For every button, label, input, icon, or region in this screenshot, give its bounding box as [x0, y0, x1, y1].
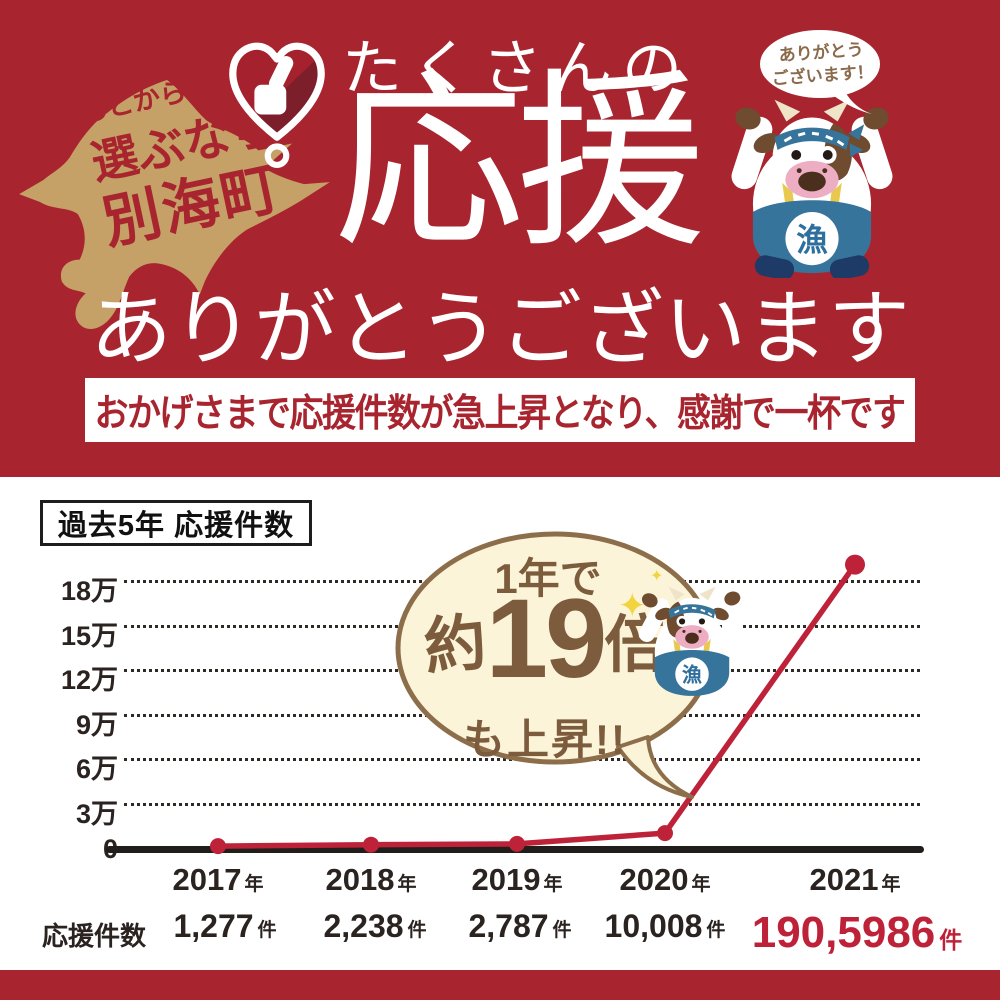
- value-2021: 190,5986 件: [752, 908, 963, 958]
- year-2018: 2018: [325, 862, 395, 897]
- title-ouen: 応援: [334, 52, 706, 273]
- x-label-2019: 2019 年: [472, 862, 563, 898]
- value-2020-number: 10,008: [604, 908, 703, 944]
- chart-title: 過去5年 応援件数: [57, 510, 295, 542]
- value-2017: 1,277 件: [173, 908, 276, 945]
- data-point-2021年: [845, 554, 865, 575]
- x-label-2021: 2021 年: [810, 862, 901, 898]
- header-red-section: あとからセレクト 選ぶなら 別海町 たくさんの 応援 ありがとうございます: [0, 0, 1000, 477]
- value-2019: 2,787 件: [468, 908, 571, 945]
- value-2017-number: 1,277: [173, 908, 254, 944]
- title-takusan: たくさんの: [342, 34, 692, 104]
- value-2017-unit: 件: [257, 920, 277, 941]
- mascot-says-line2: ございます！: [771, 62, 875, 89]
- x-label-2020: 2020 年: [620, 862, 711, 898]
- value-2019-number: 2,787: [468, 908, 549, 944]
- year-2020: 2020: [619, 862, 689, 897]
- y-tick-15: 15万: [60, 621, 118, 651]
- title-arigatou: ありがとうございます: [89, 282, 910, 377]
- value-2018-unit: 件: [407, 920, 427, 941]
- sparkle-icon-large: ✦: [618, 587, 647, 625]
- thumb-up-glyph: [254, 56, 294, 115]
- banner-text: おかげさまで応援件数が急上昇となり、感謝で一杯です: [94, 392, 906, 435]
- x-label-2018: 2018 年: [326, 862, 417, 898]
- year-2021: 2021: [809, 862, 879, 897]
- x-label-2017: 2017 年: [173, 862, 264, 898]
- year-2019-suffix: 年: [543, 874, 563, 895]
- value-2021-unit: 件: [939, 927, 963, 953]
- heart-thumbs-up-icon: [229, 42, 325, 168]
- year-2017-suffix: 年: [244, 874, 264, 895]
- cow-mascot-small: 漁: [638, 586, 743, 696]
- year-2017: 2017: [172, 862, 242, 897]
- chart-title-box: 過去5年 応援件数: [40, 500, 312, 546]
- svg-text:漁: 漁: [796, 221, 828, 257]
- value-2021-number: 190,5986: [751, 908, 936, 957]
- mascot-speech-bubble: [760, 30, 880, 114]
- y-tick-18: 18万: [60, 576, 118, 606]
- bubble-line3: も上昇!!: [463, 716, 627, 763]
- x-axis-line: [106, 846, 924, 853]
- value-2018: 2,238 件: [323, 908, 426, 945]
- y-tick-9: 9万: [75, 710, 118, 740]
- cow-mascot-large: 漁: [731, 99, 893, 278]
- y-tick-12: 12万: [60, 665, 118, 695]
- mascot-bubble-text: ありがとう ございます！: [765, 38, 880, 92]
- value-2020: 10,008 件: [605, 908, 726, 945]
- y-tick-6: 6万: [75, 754, 118, 784]
- value-2019-unit: 件: [552, 920, 572, 941]
- value-2018-number: 2,238: [323, 908, 404, 944]
- bottom-red-strip: [0, 970, 1000, 1000]
- bubble-multiplier: 19: [485, 576, 608, 701]
- sparkle-icon-small: ✦: [650, 568, 664, 585]
- bubble-approx: 約: [420, 608, 490, 684]
- year-2020-suffix: 年: [691, 874, 711, 895]
- data-point-2020年: [657, 825, 673, 842]
- y-tick-3: 3万: [75, 799, 118, 829]
- values-row-label: 応援件数: [42, 921, 147, 951]
- year-2019: 2019: [471, 862, 541, 897]
- year-2018-suffix: 年: [397, 874, 417, 895]
- mascot-says-line1: ありがとう: [778, 40, 865, 65]
- svg-text:漁: 漁: [682, 664, 702, 687]
- year-2021-suffix: 年: [881, 874, 901, 895]
- hokkaido-map-icon: [19, 79, 330, 330]
- y-tick-0: 0: [0, 834, 118, 865]
- banner: おかげさまで応援件数が急上昇となり、感謝で一杯です: [85, 378, 915, 442]
- value-2020-unit: 件: [706, 920, 726, 941]
